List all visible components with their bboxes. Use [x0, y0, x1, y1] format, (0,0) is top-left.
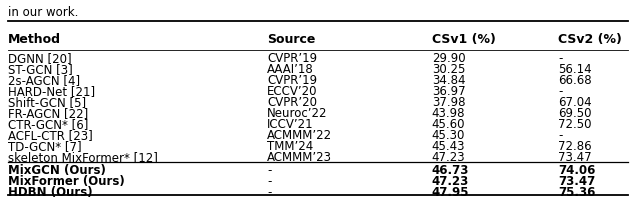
Text: CTR-GCN* [6]: CTR-GCN* [6]: [8, 118, 88, 131]
Text: ST-GCN [3]: ST-GCN [3]: [8, 63, 72, 76]
Text: CVPR’20: CVPR’20: [267, 97, 317, 109]
Text: 73.47: 73.47: [558, 151, 592, 164]
Text: ACMMM’23: ACMMM’23: [267, 151, 332, 164]
Text: 46.73: 46.73: [432, 164, 469, 177]
Text: ACFL-CTR [23]: ACFL-CTR [23]: [8, 129, 92, 142]
Text: HARD-Net [21]: HARD-Net [21]: [8, 85, 95, 99]
Text: -: -: [558, 85, 563, 99]
Text: 2s-AGCN [4]: 2s-AGCN [4]: [8, 74, 80, 87]
Text: 34.84: 34.84: [432, 74, 465, 87]
Text: 73.47: 73.47: [558, 175, 596, 188]
Text: Neuroc’22: Neuroc’22: [267, 107, 328, 120]
Text: Source: Source: [267, 33, 316, 47]
Text: -: -: [558, 129, 563, 142]
Text: 72.50: 72.50: [558, 118, 592, 131]
Text: HDBN (Ours): HDBN (Ours): [8, 186, 92, 199]
Text: 66.68: 66.68: [558, 74, 592, 87]
Text: ECCV’20: ECCV’20: [267, 85, 317, 99]
Text: skeleton MixFormer* [12]: skeleton MixFormer* [12]: [8, 151, 157, 164]
Text: MixFormer (Ours): MixFormer (Ours): [8, 175, 124, 188]
Text: ACMMM’22: ACMMM’22: [267, 129, 332, 142]
Text: 72.86: 72.86: [558, 140, 592, 153]
Text: AAAI’18: AAAI’18: [267, 63, 314, 76]
Text: -: -: [558, 53, 563, 65]
Text: CSv2 (%): CSv2 (%): [558, 33, 622, 47]
Text: 56.14: 56.14: [558, 63, 592, 76]
Text: ICCV’21: ICCV’21: [267, 118, 314, 131]
Text: CVPR’19: CVPR’19: [267, 53, 317, 65]
Text: 43.98: 43.98: [432, 107, 465, 120]
Text: CVPR’19: CVPR’19: [267, 74, 317, 87]
Text: -: -: [267, 164, 271, 177]
Text: 45.60: 45.60: [432, 118, 465, 131]
Text: 75.36: 75.36: [558, 186, 596, 199]
Text: CSv1 (%): CSv1 (%): [432, 33, 495, 47]
Text: 69.50: 69.50: [558, 107, 592, 120]
Text: -: -: [267, 175, 271, 188]
Text: -: -: [267, 186, 271, 199]
Text: 37.98: 37.98: [432, 97, 465, 109]
Text: 67.04: 67.04: [558, 97, 592, 109]
Text: TD-GCN* [7]: TD-GCN* [7]: [8, 140, 81, 153]
Text: 36.97: 36.97: [432, 85, 465, 99]
Text: 74.06: 74.06: [558, 164, 596, 177]
Text: DGNN [20]: DGNN [20]: [8, 53, 71, 65]
Text: 47.23: 47.23: [432, 151, 465, 164]
Text: 47.95: 47.95: [432, 186, 469, 199]
Text: Method: Method: [8, 33, 61, 47]
Text: TMM’24: TMM’24: [267, 140, 314, 153]
Text: MixGCN (Ours): MixGCN (Ours): [8, 164, 106, 177]
Text: FR-AGCN [22]: FR-AGCN [22]: [8, 107, 88, 120]
Text: 30.25: 30.25: [432, 63, 465, 76]
Text: 45.30: 45.30: [432, 129, 465, 142]
Text: 29.90: 29.90: [432, 53, 465, 65]
Text: in our work.: in our work.: [8, 6, 78, 19]
Text: Shift-GCN [5]: Shift-GCN [5]: [8, 97, 86, 109]
Text: 45.43: 45.43: [432, 140, 465, 153]
Text: 47.23: 47.23: [432, 175, 469, 188]
